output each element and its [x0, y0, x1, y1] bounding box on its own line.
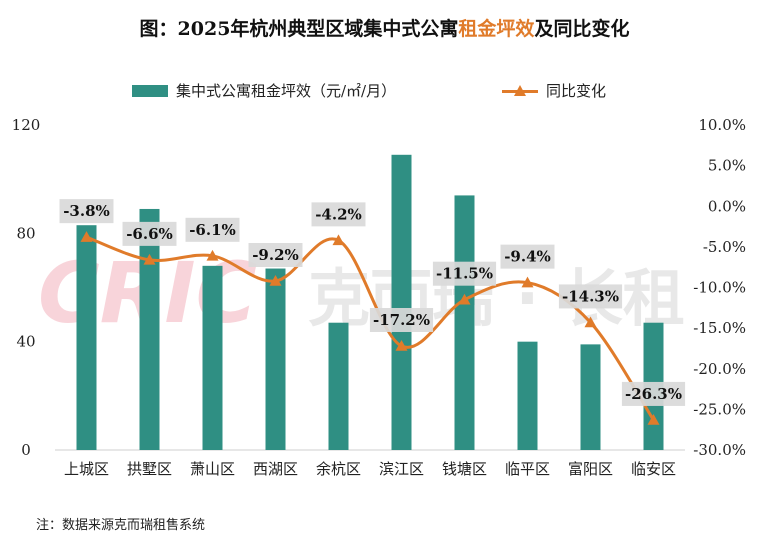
line-point	[332, 234, 345, 246]
line-point	[521, 276, 534, 288]
data-label-bg	[369, 308, 434, 332]
x-tick-label: 滨江区	[379, 460, 424, 478]
y-right-tick-label: -5.0%	[703, 238, 746, 256]
data-label: -6.1%	[189, 221, 236, 239]
source-note: 注：数据来源克而瑞租售系统	[36, 518, 206, 533]
data-label: -9.4%	[504, 248, 551, 266]
x-tick-label: 临平区	[505, 460, 550, 478]
title-suffix: 及同比变化	[534, 18, 630, 40]
legend-bar-swatch	[132, 84, 168, 97]
bar	[76, 225, 97, 450]
bar	[265, 268, 286, 450]
line-point	[269, 275, 282, 286]
line-point	[584, 316, 597, 328]
legend-line-swatch	[502, 84, 538, 98]
bar	[580, 344, 601, 450]
bar	[328, 322, 349, 450]
y-right-tick-label: -25.0%	[693, 400, 746, 418]
data-label: -3.8%	[63, 202, 110, 220]
y-right-tick-label: -10.0%	[693, 279, 746, 297]
data-label-bg	[248, 243, 303, 267]
data-label-bg	[185, 217, 240, 242]
watermark-text: 克而瑞 · 长租	[308, 262, 685, 335]
line-point	[143, 253, 156, 265]
line-point	[80, 231, 93, 242]
data-label: -6.6%	[126, 225, 173, 243]
y-left-tick-label: 40	[16, 333, 35, 351]
data-label-bg	[122, 221, 177, 246]
line-point	[458, 293, 471, 305]
y-left-tick-label: 120	[12, 116, 41, 134]
x-tick-label: 上城区	[64, 460, 109, 478]
title-highlight: 租金坪效	[458, 18, 535, 40]
legend-bar-label: 集中式公寓租金坪效（元/㎡/月）	[176, 82, 397, 100]
title-prefix: 图：2025年杭州典型区域集中式公寓	[139, 18, 459, 40]
legend: 集中式公寓租金坪效（元/㎡/月） 同比变化	[0, 80, 769, 104]
x-tick-label: 萧山区	[190, 460, 235, 478]
x-tick-label: 余杭区	[316, 460, 361, 478]
data-label-bg	[621, 381, 686, 406]
y-right-tick-label: -15.0%	[693, 319, 746, 337]
data-label: -26.3%	[625, 385, 682, 403]
y-right-tick-label: -30.0%	[693, 441, 746, 459]
bar	[454, 195, 475, 450]
bar	[139, 208, 160, 450]
data-label: -9.2%	[252, 246, 299, 264]
y-left-tick-label: 80	[16, 224, 35, 242]
data-label-bg	[311, 202, 366, 227]
x-tick-label: 拱墅区	[127, 460, 172, 478]
data-label: -11.5%	[436, 265, 493, 283]
y-right-tick-label: 10.0%	[698, 116, 746, 134]
line-point	[395, 340, 408, 351]
data-label: -17.2%	[373, 311, 430, 329]
bar	[391, 154, 412, 450]
x-tick-label: 临安区	[631, 460, 676, 478]
x-tick-label: 钱塘区	[442, 460, 487, 478]
bar	[202, 265, 223, 450]
legend-bar-item: 集中式公寓租金坪效（元/㎡/月）	[132, 80, 396, 101]
data-label-bg	[432, 261, 497, 286]
x-tick-label: 富阳区	[568, 460, 613, 478]
line-point	[647, 413, 660, 425]
data-label: -4.2%	[315, 205, 362, 223]
data-label-bg	[500, 244, 555, 269]
legend-line-label: 同比变化	[546, 82, 607, 100]
y-right-tick-label: 0.0%	[708, 197, 746, 215]
chart-title: 图：2025年杭州典型区域集中式公寓租金坪效及同比变化	[0, 14, 769, 41]
y-left-tick-label: 0	[21, 441, 31, 459]
y-right-tick-label: 5.0%	[708, 157, 746, 175]
data-label-bg	[59, 199, 114, 224]
legend-line-item: 同比变化	[502, 80, 606, 101]
line-point	[206, 249, 219, 261]
bar	[517, 341, 538, 450]
data-label-bg	[558, 284, 623, 309]
y-right-tick-label: -20.0%	[693, 360, 746, 378]
x-tick-label: 西湖区	[253, 460, 298, 478]
data-label: -14.3%	[562, 287, 619, 305]
